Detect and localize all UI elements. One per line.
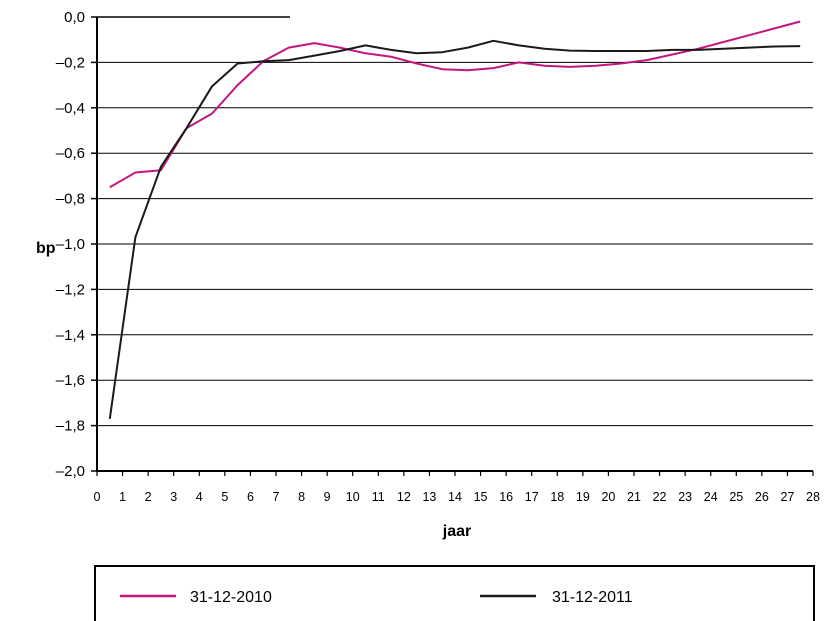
- x-tick-label: 24: [704, 490, 718, 504]
- x-tick-label: 15: [474, 490, 488, 504]
- y-tick-labels: 0,0 –0,2 –0,4 –0,6 –0,8 –1,0 –1,2 –1,4 –1,6 –1,8 –…: [56, 9, 85, 480]
- series-line-0: [109, 20, 801, 189]
- x-tick-label: 6: [247, 490, 254, 504]
- x-tick-label: 13: [422, 490, 436, 504]
- x-axis-label: jaar: [442, 523, 471, 540]
- y-tick-label: –1,6: [56, 372, 85, 389]
- y-tick-label: –1,8: [56, 418, 85, 435]
- x-tick-label: 19: [576, 490, 590, 504]
- x-tick-label: 25: [729, 490, 743, 504]
- x-tick-label: 4: [196, 490, 203, 504]
- y-tick-label: –0,4: [56, 100, 85, 117]
- x-tick-label: 18: [550, 490, 564, 504]
- y-tick-label: –1,2: [56, 281, 85, 298]
- series-line-1: [108, 39, 801, 419]
- legend: 31-12-2010 31-12-2011: [94, 565, 815, 621]
- x-tick-label: 21: [627, 490, 641, 504]
- y-tick-label: –2,0: [56, 463, 85, 480]
- y-tick-label: –1,0: [56, 236, 85, 253]
- x-tick-label: 27: [780, 490, 794, 504]
- x-tick-label: 1: [119, 490, 126, 504]
- x-tick-label: 20: [601, 490, 615, 504]
- legend-label-2010: 31-12-2010: [190, 589, 272, 606]
- x-tick-label: 26: [755, 490, 769, 504]
- y-axis-label: bp: [36, 240, 56, 257]
- y-tick-label: –1,4: [56, 327, 85, 344]
- series-lines: [108, 20, 801, 419]
- x-tick-label: 11: [372, 490, 385, 504]
- x-tick-label: 10: [346, 490, 360, 504]
- x-tick-labels: 0 1 2 3 4 5 6 7 8 9 10 11 12 13 14 15 16 17 18 19 20 21 22 23 24…: [94, 490, 820, 504]
- y-tick-label: –0,6: [56, 145, 85, 162]
- x-tick-label: 17: [525, 490, 539, 504]
- x-tick-label: 14: [448, 490, 462, 504]
- x-tick-label: 22: [653, 490, 667, 504]
- y-tick-label: 0,0: [64, 9, 85, 26]
- x-tick-label: 16: [499, 490, 513, 504]
- x-tick-label: 9: [324, 490, 331, 504]
- x-tick-label: 12: [397, 490, 411, 504]
- legend-box: [94, 565, 815, 621]
- x-tick-label: 0: [94, 490, 101, 504]
- x-tick-label: 2: [145, 490, 152, 504]
- x-tick-label: 5: [221, 490, 228, 504]
- x-tick-label: 8: [298, 490, 305, 504]
- legend-label-2011: 31-12-2011: [552, 589, 633, 606]
- x-tick-label: 7: [273, 490, 280, 504]
- x-tick-label: 23: [678, 490, 692, 504]
- y-tick-label: –0,2: [56, 54, 85, 71]
- x-tick-label: 28: [806, 490, 820, 504]
- y-tick-label: –0,8: [56, 191, 85, 208]
- axes: [91, 16, 814, 476]
- x-tick-label: 3: [170, 490, 177, 504]
